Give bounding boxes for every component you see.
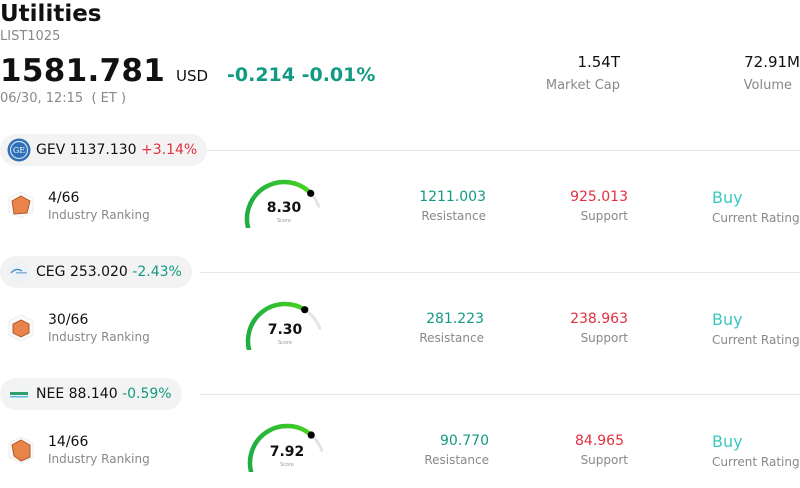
support-value: 925.013 <box>570 189 628 205</box>
stock-symbol: NEE <box>36 386 65 402</box>
stock-price: 1137.130 <box>69 142 137 158</box>
divider <box>200 272 800 273</box>
market-cap-label: Market Cap <box>545 78 620 93</box>
ranking-icon <box>6 313 36 347</box>
resistance-value: 90.770 <box>440 433 489 449</box>
support-label: Support <box>580 331 628 345</box>
constellation-logo-icon <box>7 260 31 284</box>
resistance-label: Resistance <box>424 453 489 467</box>
stock-chip-nee[interactable]: NEE 88.140 -0.59% <box>0 378 182 410</box>
change-percent: -0.01% <box>301 64 376 86</box>
price-change: -0.214 -0.01% <box>227 64 375 86</box>
current-rating[interactable]: Buy <box>712 188 743 207</box>
index-price: 1581.781 <box>0 53 166 89</box>
svg-text:GE: GE <box>13 146 25 155</box>
current-rating-label: Current Rating <box>712 333 800 347</box>
gauge-indicator <box>307 189 315 197</box>
score-value: 7.92 <box>269 444 305 460</box>
stock-change: -0.59% <box>122 386 172 402</box>
ranking-icon <box>6 435 36 469</box>
current-rating-label: Current Rating <box>712 211 800 225</box>
stock-price: 253.020 <box>69 264 128 280</box>
industry-rank-label: Industry Ranking <box>48 208 150 222</box>
stock-change: +3.14% <box>141 142 198 158</box>
divider <box>200 394 800 395</box>
current-rating-label: Current Rating <box>712 455 800 469</box>
divider <box>200 150 800 151</box>
score-gauge <box>240 178 330 234</box>
score-label: Score <box>276 218 291 224</box>
timestamp: 06/30, 12:15 ( ET ) <box>0 91 127 106</box>
industry-rank-label: Industry Ranking <box>48 452 150 466</box>
change-value: -0.214 <box>227 64 295 86</box>
gauge-indicator <box>307 431 315 439</box>
page-title: Utilities <box>0 1 102 27</box>
resistance-value: 281.223 <box>426 311 484 327</box>
gauge-fill <box>244 179 313 234</box>
market-cap-value: 1.54T <box>577 53 620 71</box>
support-label: Support <box>580 209 628 223</box>
score-label: Score <box>279 462 294 468</box>
gauge-fill <box>245 301 307 356</box>
industry-rank: 14/66 <box>48 434 89 450</box>
list-code: LIST1025 <box>0 29 61 44</box>
nextera-logo-icon <box>7 382 31 406</box>
stock-price: 88.140 <box>68 386 118 402</box>
current-rating[interactable]: Buy <box>712 310 743 329</box>
support-value: 84.965 <box>575 433 624 449</box>
stock-chip-ceg[interactable]: CEG 253.020 -2.43% <box>0 256 192 288</box>
stock-change: -2.43% <box>132 264 182 280</box>
current-rating[interactable]: Buy <box>712 432 743 451</box>
ranking-icon <box>6 190 36 224</box>
stock-chip-gev[interactable]: GE GEV 1137.130 +3.14% <box>0 134 208 166</box>
industry-rank-label: Industry Ranking <box>48 330 150 344</box>
support-value: 238.963 <box>570 311 628 327</box>
volume-label: Volume <box>743 78 792 93</box>
support-label: Support <box>580 453 628 467</box>
score-gauge <box>241 300 331 356</box>
volume-value: 72.91M <box>744 53 800 71</box>
industry-rank: 4/66 <box>48 190 80 206</box>
score-value: 7.30 <box>267 322 303 338</box>
industry-rank: 30/66 <box>48 312 89 328</box>
score-label: Score <box>277 340 292 346</box>
currency-label: USD <box>176 67 209 85</box>
score-gauge <box>243 422 333 478</box>
stock-symbol: CEG <box>36 264 66 280</box>
score-value: 8.30 <box>266 200 302 216</box>
resistance-label: Resistance <box>419 331 484 345</box>
gauge-fill <box>247 423 314 478</box>
gauge-indicator <box>301 306 309 314</box>
resistance-label: Resistance <box>421 209 486 223</box>
ge-vernova-logo-icon: GE <box>7 138 31 162</box>
stock-symbol: GEV <box>36 142 66 158</box>
resistance-value: 1211.003 <box>419 189 486 205</box>
